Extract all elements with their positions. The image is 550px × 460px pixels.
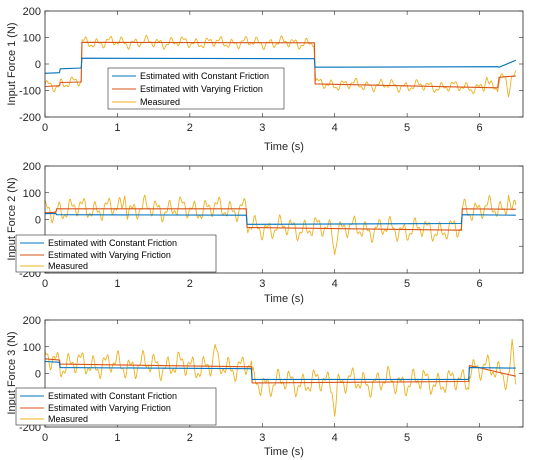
x-tick-label: 1: [114, 278, 120, 290]
legend-1: Estimated with Constant Friction Estimat…: [107, 67, 285, 110]
y-axis-label-2: Input Force 2 (N): [6, 177, 18, 260]
y-tick-label: 100: [23, 342, 41, 354]
series-lines-1: [44, 34, 517, 98]
legend-label-measured-3: Measured: [48, 414, 88, 424]
x-tick-label: 5: [404, 122, 410, 134]
x-tick-label: 3: [259, 432, 265, 444]
panel-1: -200 -100 0 100 200 0 1 2 3 4 5 6 Time (s) Input F…: [6, 6, 524, 153]
y-axis-label-1: Input Force 1 (N): [6, 22, 18, 105]
legend-box-1: [107, 67, 285, 110]
x-tick-label: 0: [42, 432, 48, 444]
series-line-constant-friction: [45, 213, 516, 225]
x-tick-label: 4: [332, 122, 338, 134]
series-lines-2: [44, 194, 517, 256]
series-line-measured: [44, 194, 517, 256]
x-tick-label: 5: [404, 432, 410, 444]
x-tick-label: 2: [187, 278, 193, 290]
x-tick-label: 6: [476, 278, 482, 290]
y-ticks-1: -200 -100 0 100 200: [19, 6, 523, 124]
x-tick-label: 6: [476, 432, 482, 444]
x-tick-label: 0: [42, 278, 48, 290]
x-tick-label: 5: [404, 278, 410, 290]
y-tick-label: 0: [35, 59, 41, 71]
x-ticks-3: 0 1 2 3 4 5 6: [42, 320, 483, 444]
x-ticks-2: 0 1 2 3 4 5 6: [42, 166, 483, 290]
x-tick-label: 2: [187, 432, 193, 444]
legend-label-varying-3: Estimated with Varying Friction: [48, 403, 171, 413]
x-tick-label: 4: [332, 432, 338, 444]
x-tick-label: 2: [187, 122, 193, 134]
legend-box-3: [15, 387, 217, 426]
x-tick-label: 4: [332, 278, 338, 290]
legend-box-2: [15, 234, 217, 273]
y-tick-label: 200: [23, 315, 41, 327]
legend-2: Estimated with Constant Friction Estimat…: [15, 234, 217, 273]
x-tick-label: 6: [476, 122, 482, 134]
x-tick-label: 1: [114, 122, 120, 134]
legend-label-constant-1: Estimated with Constant Friction: [140, 71, 269, 81]
y-tick-label: 0: [35, 369, 41, 381]
y-axis-label-3: Input Force 3 (N): [6, 331, 18, 414]
y-tick-label: 100: [23, 188, 41, 200]
series-line-constant-friction: [44, 57, 517, 74]
x-axis-label-3: Time (s): [264, 446, 304, 458]
y-tick-label: -100: [19, 86, 41, 98]
plot-frame-2: [44, 165, 524, 274]
series-lines-3: [44, 338, 517, 417]
x-tick-label: 1: [114, 432, 120, 444]
y-tick-label: 0: [35, 215, 41, 227]
legend-label-measured-2: Measured: [48, 261, 88, 271]
y-tick-label: -200: [19, 112, 41, 124]
legend-label-constant-3: Estimated with Constant Friction: [48, 391, 177, 401]
x-tick-label: 0: [42, 122, 48, 134]
plot-frame-1: [44, 10, 524, 118]
legend-label-constant-2: Estimated with Constant Friction: [48, 238, 177, 248]
series-line-constant-friction: [44, 360, 516, 380]
plot-frame-3: [44, 319, 524, 428]
series-line-measured: [44, 338, 517, 417]
x-tick-label: 3: [259, 122, 265, 134]
x-ticks-1: 0 1 2 3 4 5 6: [42, 11, 483, 134]
x-tick-label: 3: [259, 278, 265, 290]
legend-label-varying-2: Estimated with Varying Friction: [48, 250, 171, 260]
series-line-varying-friction: [44, 41, 516, 89]
y-tick-label: 200: [23, 161, 41, 173]
legend-label-measured-1: Measured: [140, 97, 180, 107]
y-tick-label: 100: [23, 33, 41, 45]
legend-3: Estimated with Constant Friction Estimat…: [15, 387, 217, 426]
x-axis-label-1: Time (s): [264, 141, 304, 153]
y-tick-label: 200: [23, 6, 41, 18]
x-axis-label-2: Time (s): [264, 293, 304, 305]
legend-label-varying-1: Estimated with Varying Friction: [140, 84, 263, 94]
